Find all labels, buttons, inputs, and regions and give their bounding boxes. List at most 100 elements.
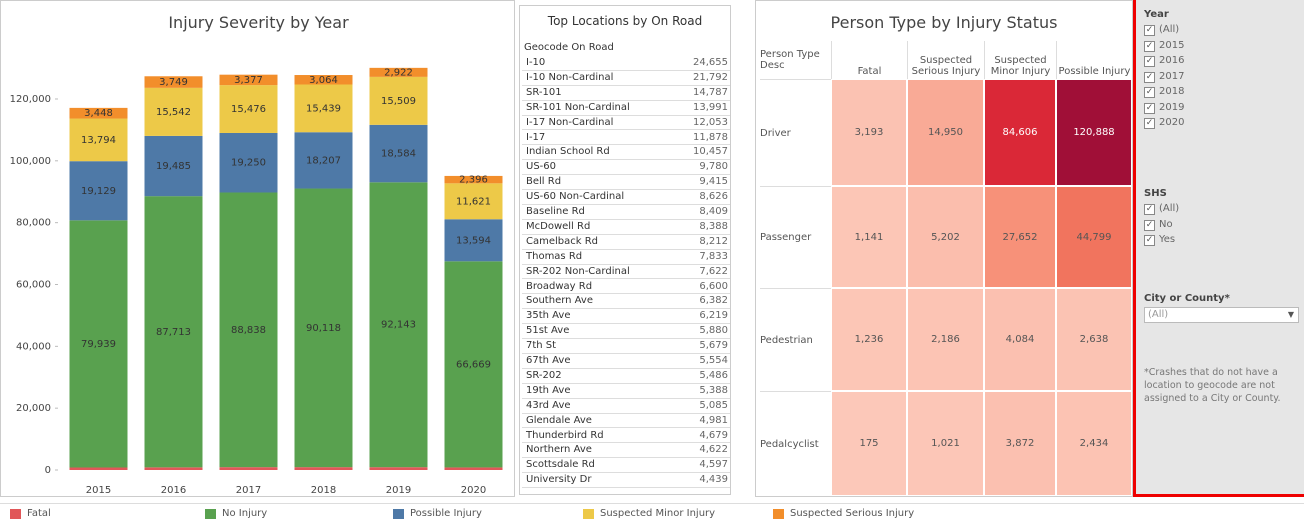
bar-segment bbox=[219, 467, 278, 470]
location-count: 5,388 bbox=[699, 384, 728, 396]
legend: Fatal No Injury Possible Injury Suspected M… bbox=[0, 503, 1304, 524]
bar-segment bbox=[144, 196, 203, 468]
checkbox[interactable]: ✓ bbox=[1144, 204, 1155, 215]
location-name: SR-202 Non-Cardinal bbox=[526, 265, 630, 277]
data-label: 11,621 bbox=[456, 196, 491, 207]
location-name: Camelback Rd bbox=[526, 235, 599, 247]
location-name: SR-202 bbox=[526, 369, 562, 381]
heat-cell: 27,652 bbox=[984, 186, 1056, 288]
heat-cell: 84,606 bbox=[984, 79, 1056, 186]
bar-segment bbox=[444, 261, 503, 468]
checkbox[interactable]: ✓ bbox=[1144, 25, 1155, 36]
table-row: Glendale Ave 4,981 bbox=[522, 414, 730, 429]
dropdown[interactable]: (All) ▼ bbox=[1144, 307, 1299, 323]
filter-option[interactable]: ✓ (All) bbox=[1144, 203, 1179, 215]
filter-option[interactable]: ✓ 2018 bbox=[1144, 86, 1184, 98]
table-row: Northern Ave 4,622 bbox=[522, 443, 730, 459]
checkbox[interactable]: ✓ bbox=[1144, 40, 1155, 52]
data-label: 79,939 bbox=[81, 339, 116, 350]
y-tick-label: 100,000 bbox=[10, 156, 51, 167]
checkbox[interactable]: ✓ bbox=[1144, 219, 1155, 231]
checkbox[interactable]: ✓ bbox=[1144, 56, 1155, 67]
table-row: 67th Ave 5,554 bbox=[522, 354, 730, 369]
location-name: 35th Ave bbox=[526, 310, 571, 322]
filter-option[interactable]: ✓ No bbox=[1144, 219, 1173, 231]
column-header: Fatal bbox=[831, 41, 907, 79]
location-name: I-17 Non-Cardinal bbox=[526, 116, 614, 128]
heat-cell: 2,434 bbox=[1056, 391, 1132, 496]
bar-segment bbox=[369, 182, 428, 468]
bar-panel: Injury Severity by Year 0 20,000 40,000 60,… bbox=[0, 0, 515, 497]
table-row: SR-202 5,486 bbox=[522, 369, 730, 384]
checkbox[interactable]: ✓ bbox=[1144, 102, 1155, 114]
location-count: 21,792 bbox=[693, 71, 728, 83]
location-name: 67th Ave bbox=[526, 355, 571, 366]
chart-title: Person Type by Injury Status bbox=[830, 13, 1058, 32]
row-label: Pedestrian bbox=[760, 288, 831, 391]
location-count: 8,626 bbox=[699, 191, 728, 203]
table-row: I-10 Non-Cardinal 21,792 bbox=[522, 71, 730, 86]
bar-segment bbox=[144, 87, 203, 136]
heat-cell: 44,799 bbox=[1056, 186, 1132, 288]
bar-segment bbox=[69, 107, 128, 119]
filter-option[interactable]: ✓ 2015 bbox=[1144, 40, 1184, 52]
data-label: 18,207 bbox=[306, 155, 341, 166]
x-tick-label: 2018 bbox=[311, 485, 336, 496]
location-name: 43rd Ave bbox=[526, 399, 571, 411]
data-label: 92,143 bbox=[381, 320, 416, 331]
location-name: Scottsdale Rd bbox=[526, 459, 595, 471]
table-row: Indian School Rd 10,457 bbox=[522, 145, 730, 161]
row-label: Pedalcyclist bbox=[760, 391, 831, 496]
filter-option[interactable]: ✓ Yes bbox=[1144, 234, 1175, 246]
filter-note: *Crashes that do not have a location to … bbox=[1144, 367, 1281, 404]
bar-segment bbox=[219, 132, 278, 193]
data-label: 19,129 bbox=[81, 186, 116, 197]
data-label: 13,794 bbox=[81, 135, 116, 146]
heat-cell: 14,950 bbox=[907, 79, 984, 186]
location-count: 6,600 bbox=[699, 280, 728, 292]
table-row: University Dr 4,439 bbox=[522, 473, 730, 489]
filter-option[interactable]: ✓ 2019 bbox=[1144, 102, 1184, 114]
legend-label: Suspected Minor Injury bbox=[600, 508, 716, 519]
bar-segment bbox=[369, 76, 428, 125]
option-label: 2016 bbox=[1159, 55, 1185, 66]
table-row: McDowell Rd 8,388 bbox=[522, 220, 730, 235]
filter-option[interactable]: ✓ (All) bbox=[1144, 24, 1179, 36]
table-row: US-60 Non-Cardinal 8,626 bbox=[522, 190, 730, 205]
table-header: Geocode On Road bbox=[524, 42, 614, 53]
table-title: Top Locations by On Road bbox=[547, 14, 703, 28]
table-row: SR-202 Non-Cardinal 7,622 bbox=[522, 265, 730, 280]
table-row: US-60 9,780 bbox=[522, 160, 730, 176]
checkbox[interactable]: ✓ bbox=[1144, 71, 1155, 83]
legend-label: Possible Injury bbox=[410, 508, 482, 519]
filter-option[interactable]: ✓ 2017 bbox=[1144, 71, 1184, 83]
filter-option[interactable]: ✓ 2016 bbox=[1144, 55, 1184, 67]
filter-option[interactable]: ✓ 2020 bbox=[1144, 117, 1184, 129]
data-label: 19,250 bbox=[231, 158, 266, 169]
dropdown-arrow: ▼ bbox=[1287, 310, 1294, 319]
checkbox[interactable]: ✓ bbox=[1144, 87, 1155, 98]
bar-segment bbox=[294, 132, 353, 189]
table-row: SR-101 14,787 bbox=[522, 86, 730, 101]
table-row: Baseline Rd 8,409 bbox=[522, 205, 730, 220]
location-count: 6,219 bbox=[699, 310, 728, 322]
table-body: I-10 24,655 I-10 Non-Cardinal 21,792 SR-101 1… bbox=[522, 56, 730, 494]
legend-label: Suspected Serious Injury bbox=[790, 508, 915, 519]
legend-swatch bbox=[205, 508, 216, 519]
checkbox[interactable]: ✓ bbox=[1144, 118, 1155, 129]
location-name: I-10 Non-Cardinal bbox=[526, 71, 614, 83]
location-name: Broadway Rd bbox=[526, 280, 593, 292]
heatmap: Person Type Desc Fatal Suspected Serious I… bbox=[756, 41, 1132, 496]
legend-label: No Injury bbox=[222, 508, 268, 519]
legend-swatch bbox=[393, 508, 404, 519]
table-row: Broadway Rd 6,600 bbox=[522, 280, 730, 295]
dropdown-value: (All) bbox=[1148, 309, 1169, 320]
data-label: 15,439 bbox=[306, 103, 341, 114]
x-tick-label: 2016 bbox=[161, 485, 186, 496]
checkbox[interactable]: ✓ bbox=[1144, 235, 1155, 246]
data-label: 3,448 bbox=[84, 108, 113, 119]
location-count: 5,486 bbox=[699, 369, 728, 381]
y-tick-label: 80,000 bbox=[16, 218, 51, 229]
location-name: 19th Ave bbox=[526, 384, 571, 396]
